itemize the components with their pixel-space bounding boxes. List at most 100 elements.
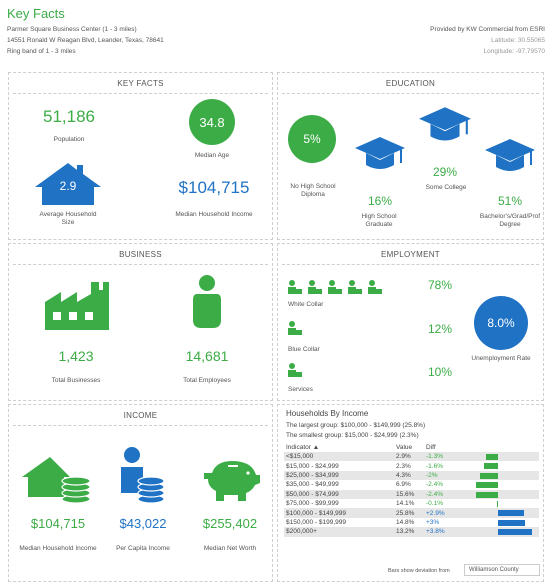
house-icon: 2.9 (33, 161, 103, 205)
deviation-bar (486, 454, 498, 460)
piggy-bank-icon (202, 457, 262, 506)
value-cell: 2.9% (394, 452, 424, 462)
bar-cell (454, 461, 539, 470)
indicator-cell: <$15,000 (284, 452, 394, 462)
income-title: INCOME (123, 411, 158, 420)
bars-deviation-label: Bars show deviation from (388, 568, 450, 574)
address-line-2: 14551 Ronald W Reagan Blvd, Leander, Tex… (7, 37, 164, 44)
bachelor-label: Bachelor's/Grad/Prof Degree (479, 213, 541, 228)
no-high-school-circle: 5% (288, 115, 336, 163)
value-cell: 4.3% (394, 470, 424, 481)
households-table: Indicator ▲ Value Diff <$15,000 2.9% -1.3%… (284, 442, 539, 537)
bar-cell (454, 518, 539, 527)
latitude-text: Latitude: 30.55065 (491, 37, 545, 44)
bar-cell (454, 499, 539, 508)
person-icon (193, 274, 221, 337)
value-cell: 15.6% (394, 489, 424, 499)
deviation-bar (498, 510, 525, 517)
median-income-value: $104,715 (178, 178, 250, 197)
business-panel: BUSINESS 1,423 Total Businesses 14,681 T… (8, 243, 273, 401)
deviation-bar (498, 519, 525, 526)
diff-cell: +3.8% (424, 527, 454, 537)
bar-cell (454, 527, 539, 537)
median-net-worth-label: Median Net Worth (203, 545, 257, 552)
address-line-1: Parmer Square Business Center (1 - 3 mil… (7, 26, 137, 33)
largest-group-text: The largest group: $100,000 - $149,999 (… (286, 422, 426, 429)
diff-cell: +2.9% (424, 508, 454, 518)
diff-cell: -1.3% (424, 452, 454, 462)
diff-cell: -2.4% (424, 489, 454, 499)
table-row: $200,000+ 13.2% +3.8% (284, 527, 539, 537)
bar-cell (454, 480, 539, 489)
address-line-3: Ring band of 1 - 3 miles (7, 48, 76, 55)
median-age-label: Median Age (194, 152, 230, 159)
income-panel: INCOME $104,715 Median Household Income … (8, 404, 273, 582)
education-panel: EDUCATION 5% No High School Diploma 16% … (277, 72, 544, 240)
bar-cell (454, 489, 539, 499)
diff-cell: +3% (426, 518, 440, 526)
high-school-value: 16% (368, 194, 393, 208)
indicator-cell: $25,000 - $34,999 (284, 470, 394, 481)
indicator-cell: $50,000 - $74,999 (284, 489, 394, 499)
table-row: $15,000 - $24,999 2.3% -1.6% (284, 461, 539, 470)
per-capita-income-value: $43,022 (119, 516, 167, 531)
services-icon (288, 363, 302, 382)
services-value: 10% (428, 365, 453, 379)
median-net-worth-value: $255,402 (202, 516, 258, 531)
diff-cell: -0.1% (426, 500, 443, 508)
some-college-label: Some College (425, 184, 467, 191)
column-header-indicator[interactable]: Indicator ▲ (286, 443, 320, 451)
deviation-bar (497, 500, 498, 507)
column-header-value[interactable]: Value (396, 443, 413, 451)
diff-cell: -2.4% (426, 481, 443, 489)
table-row: $50,000 - $74,999 15.6% -2.4% (284, 489, 539, 499)
households-title: Households By Income (286, 409, 369, 418)
blue-collar-value: 12% (428, 322, 453, 336)
key-facts-panel: KEY FACTS 51,186 Population 34.8 Median … (8, 72, 273, 240)
diff-cell: -2% (424, 470, 454, 481)
graduation-cap-icon (418, 105, 472, 152)
median-household-income-value: $104,715 (30, 516, 86, 531)
table-row: $75,000 - $99,999 14.1% -0.1% (284, 499, 539, 508)
total-businesses-label: Total Businesses (51, 377, 101, 384)
table-row: $150,000 - $199,999 14.8% +3% (284, 518, 539, 527)
deviation-bar (476, 491, 498, 498)
value-cell: 25.8% (394, 508, 424, 518)
house-money-icon (20, 455, 92, 510)
households-panel: Households By Income The largest group: … (277, 404, 544, 582)
no-high-school-label: No High School Diploma (290, 183, 336, 198)
column-header-bar (454, 442, 539, 452)
smallest-group-text: The smallest group: $15,000 - $24,999 (2… (286, 432, 419, 439)
employment-title: EMPLOYMENT (380, 250, 440, 259)
table-row: $25,000 - $34,999 4.3% -2% (284, 470, 539, 481)
indicator-cell: $75,000 - $99,999 (286, 500, 339, 508)
unemployment-label: Unemployment Rate (471, 355, 531, 362)
per-capita-income-label: Per Capita Income (116, 545, 170, 552)
table-row: <$15,000 2.9% -1.3% (284, 452, 539, 462)
page-title: Key Facts (7, 6, 65, 21)
blue-collar-icon (288, 321, 302, 340)
table-row: $100,000 - $149,999 25.8% +2.9% (284, 508, 539, 518)
person-money-icon (119, 447, 165, 510)
column-header-diff[interactable]: Diff (426, 443, 436, 451)
deviation-select-value: Williamson County (469, 567, 519, 573)
bachelor-value: 51% (498, 194, 523, 208)
education-title: EDUCATION (385, 79, 436, 88)
longitude-text: Longitude: -97.79570 (483, 48, 545, 55)
household-size-label: Average Household Size (39, 211, 97, 226)
high-school-label: High School Graduate (361, 213, 397, 228)
median-age-value: 34.8 (199, 114, 225, 130)
employment-panel: EMPLOYMENT White Collar 78% Blue Collar … (277, 243, 544, 401)
bar-cell (454, 470, 539, 481)
factory-icon (43, 280, 109, 335)
total-employees-value: 14,681 (185, 348, 229, 364)
unemployment-circle: 8.0% (474, 296, 528, 350)
diff-cell: -1.6% (426, 462, 443, 470)
household-size-value: 2.9 (59, 179, 77, 193)
value-cell: 2.3% (396, 462, 411, 470)
deviation-select[interactable]: Williamson County (464, 564, 540, 576)
unemployment-value: 8.0% (487, 316, 515, 330)
table-row: $35,000 - $49,999 6.9% -2.4% (284, 480, 539, 489)
blue-collar-label: Blue Collar (288, 346, 320, 353)
no-high-school-value: 5% (303, 132, 321, 146)
